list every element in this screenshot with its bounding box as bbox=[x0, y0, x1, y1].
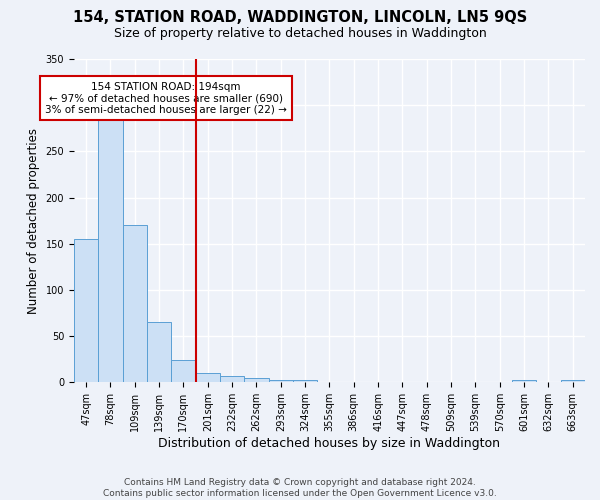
Text: Size of property relative to detached houses in Waddington: Size of property relative to detached ho… bbox=[113, 28, 487, 40]
Text: 154 STATION ROAD: 194sqm
← 97% of detached houses are smaller (690)
3% of semi-d: 154 STATION ROAD: 194sqm ← 97% of detach… bbox=[45, 82, 287, 115]
Bar bbox=[122, 226, 147, 382]
Bar bbox=[244, 378, 269, 382]
Bar bbox=[196, 373, 220, 382]
Text: Contains HM Land Registry data © Crown copyright and database right 2024.
Contai: Contains HM Land Registry data © Crown c… bbox=[103, 478, 497, 498]
Bar bbox=[74, 239, 98, 382]
Bar bbox=[560, 380, 585, 382]
Bar bbox=[98, 117, 122, 382]
Bar bbox=[220, 376, 244, 382]
Y-axis label: Number of detached properties: Number of detached properties bbox=[27, 128, 40, 314]
Bar bbox=[293, 380, 317, 382]
Bar bbox=[147, 322, 171, 382]
Bar bbox=[512, 380, 536, 382]
X-axis label: Distribution of detached houses by size in Waddington: Distribution of detached houses by size … bbox=[158, 437, 500, 450]
Bar bbox=[171, 360, 196, 382]
Bar bbox=[269, 380, 293, 382]
Text: 154, STATION ROAD, WADDINGTON, LINCOLN, LN5 9QS: 154, STATION ROAD, WADDINGTON, LINCOLN, … bbox=[73, 10, 527, 25]
